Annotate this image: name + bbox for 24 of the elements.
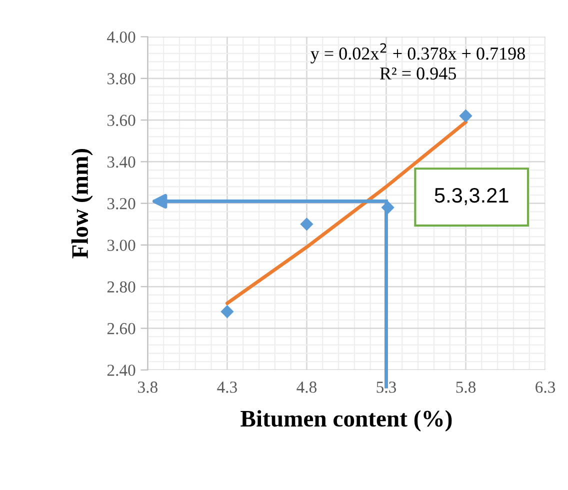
point [220,305,234,318]
y-tick-label: 3.40 [108,156,136,168]
y-tick-label: 4.00 [107,31,136,43]
point [459,109,472,122]
x-tick-label: 4.3 [217,382,237,393]
y-tick-label: 3.00 [108,240,136,252]
x-axis-title: Bitumen content (%) [240,410,452,432]
y-tick-label: 3.20 [108,198,136,210]
annotation: 5.3,3.21 [434,188,508,206]
y-tick-label: 2.40 [107,364,136,376]
y-tick-label: 3.80 [108,73,136,84]
y-axis-title: Flow (mm) [71,148,93,258]
y-tick-label: 2.60 [107,323,136,334]
x-tick-label: 6.3 [536,382,556,393]
x-tick-label: 5.8 [456,382,476,393]
x-tick-label: 5.3 [376,382,396,393]
x-tick-label: 4.8 [296,382,316,393]
x-tick-label: 3.8 [138,382,158,393]
annotation: y = 0.02x$^{2}$ + 0.378x + 0.7198 [310,43,525,64]
point [300,218,314,231]
annotation: R² = 0.945 [380,67,456,80]
y-tick-label: 2.80 [107,281,136,293]
point [381,200,394,214]
y-tick-label: 3.60 [108,114,136,126]
